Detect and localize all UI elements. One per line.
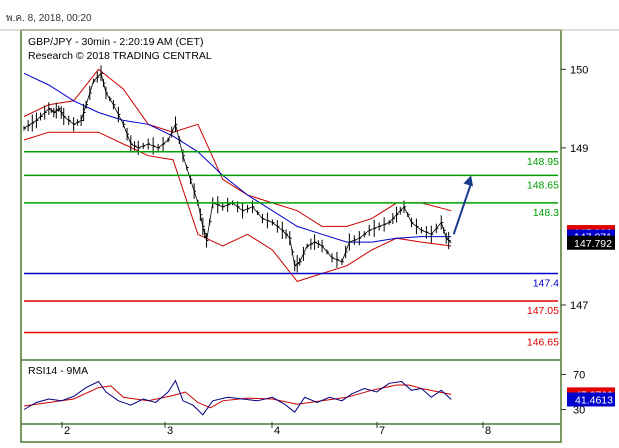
- chart-frame: [20, 29, 562, 443]
- rsi-axis-tick-label: 70: [573, 370, 585, 382]
- rsi-ma-line: [23, 384, 452, 409]
- price-badge: [567, 235, 615, 250]
- price-badge-label: 147.792: [574, 238, 612, 250]
- rsi-title: RSI14 - 9MA: [28, 365, 88, 377]
- level-label: 148.95: [527, 156, 559, 168]
- x-axis-tick-label: 7: [379, 425, 385, 437]
- level-label: 148.3: [533, 207, 559, 219]
- rsi-badge: [567, 392, 615, 407]
- rsi-badge-label: 41.4613: [575, 394, 613, 406]
- level-label: 146.65: [527, 336, 559, 348]
- price-axis-tick-label: 150: [570, 64, 588, 76]
- bollinger-upper-line: [23, 68, 452, 227]
- chart-subtitle: Research © 2018 TRADING CENTRAL: [28, 50, 212, 62]
- price-axis-tick-label: 149: [570, 143, 588, 155]
- level-label: 147.4: [533, 278, 559, 290]
- x-axis-tick-label: 2: [64, 425, 70, 437]
- rsi-axis-tick-label: 30: [573, 405, 585, 417]
- rsi-line: [23, 379, 452, 416]
- level-label: 148.65: [527, 179, 559, 191]
- chart-title: GBP/JPY - 30min - 2:20:19 AM (CET): [28, 36, 203, 48]
- moving-average-line: [23, 72, 452, 243]
- level-label: 147.05: [527, 305, 559, 317]
- header-timestamp: พ.ค. 8, 2018, 00:20: [6, 13, 92, 24]
- x-axis-tick-label: 4: [274, 425, 280, 437]
- x-axis-tick-label: 3: [167, 425, 173, 437]
- bollinger-lower-line: [23, 131, 452, 282]
- forecast-arrow-head: [463, 175, 474, 187]
- x-axis-tick-label: 8: [485, 425, 491, 437]
- forecast-arrow-line: [452, 183, 473, 235]
- price-line: [23, 72, 452, 267]
- price-axis-tick-label: 147: [570, 300, 588, 312]
